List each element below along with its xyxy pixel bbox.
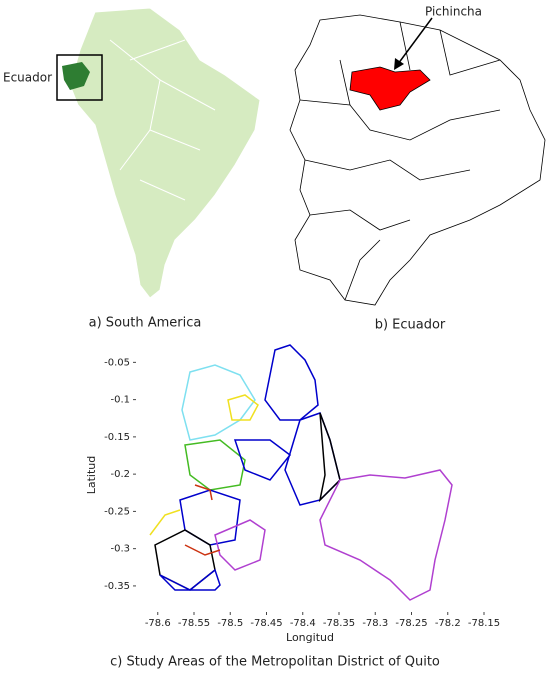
x-axis-label: Longitud	[286, 631, 334, 644]
y-tick-label: -0.25	[104, 506, 130, 517]
x-tick-label: -78.45	[250, 618, 282, 629]
x-tick-label: -78.35	[323, 618, 355, 629]
x-tick-label: -78.6	[145, 618, 171, 629]
y-tick-label: -0.3	[110, 544, 130, 555]
x-tick-label: -78.25	[395, 618, 427, 629]
map-label: Pichincha	[425, 5, 482, 19]
panel-caption: c) Study Areas of the Metropolitan Distr…	[110, 655, 440, 670]
quito-map	[149, 344, 453, 601]
x-tick-label: -78.3	[362, 618, 388, 629]
x-tick-label: -78.5	[217, 618, 243, 629]
y-tick-label: -0.15	[104, 432, 130, 443]
arrow	[397, 17, 433, 65]
panel-caption: b) Ecuador	[375, 318, 446, 333]
y-axis-label: Latitud	[85, 456, 98, 495]
x-tick-label: -78.15	[468, 618, 500, 629]
ecuador-map	[289, 14, 546, 306]
x-tick-label: -78.55	[178, 618, 210, 629]
y-tick-label: -0.35	[104, 581, 130, 592]
y-tick-label: -0.05	[104, 357, 130, 368]
y-tick-label: -0.1	[110, 395, 130, 406]
x-tick-label: -78.4	[290, 618, 316, 629]
panel-caption: a) South America	[89, 316, 202, 331]
south-america-map	[56, 7, 261, 299]
x-tick-label: -78.2	[435, 618, 461, 629]
map-label: Ecuador	[3, 71, 52, 85]
arrow-head	[394, 58, 404, 70]
y-tick-label: -0.2	[110, 469, 130, 480]
